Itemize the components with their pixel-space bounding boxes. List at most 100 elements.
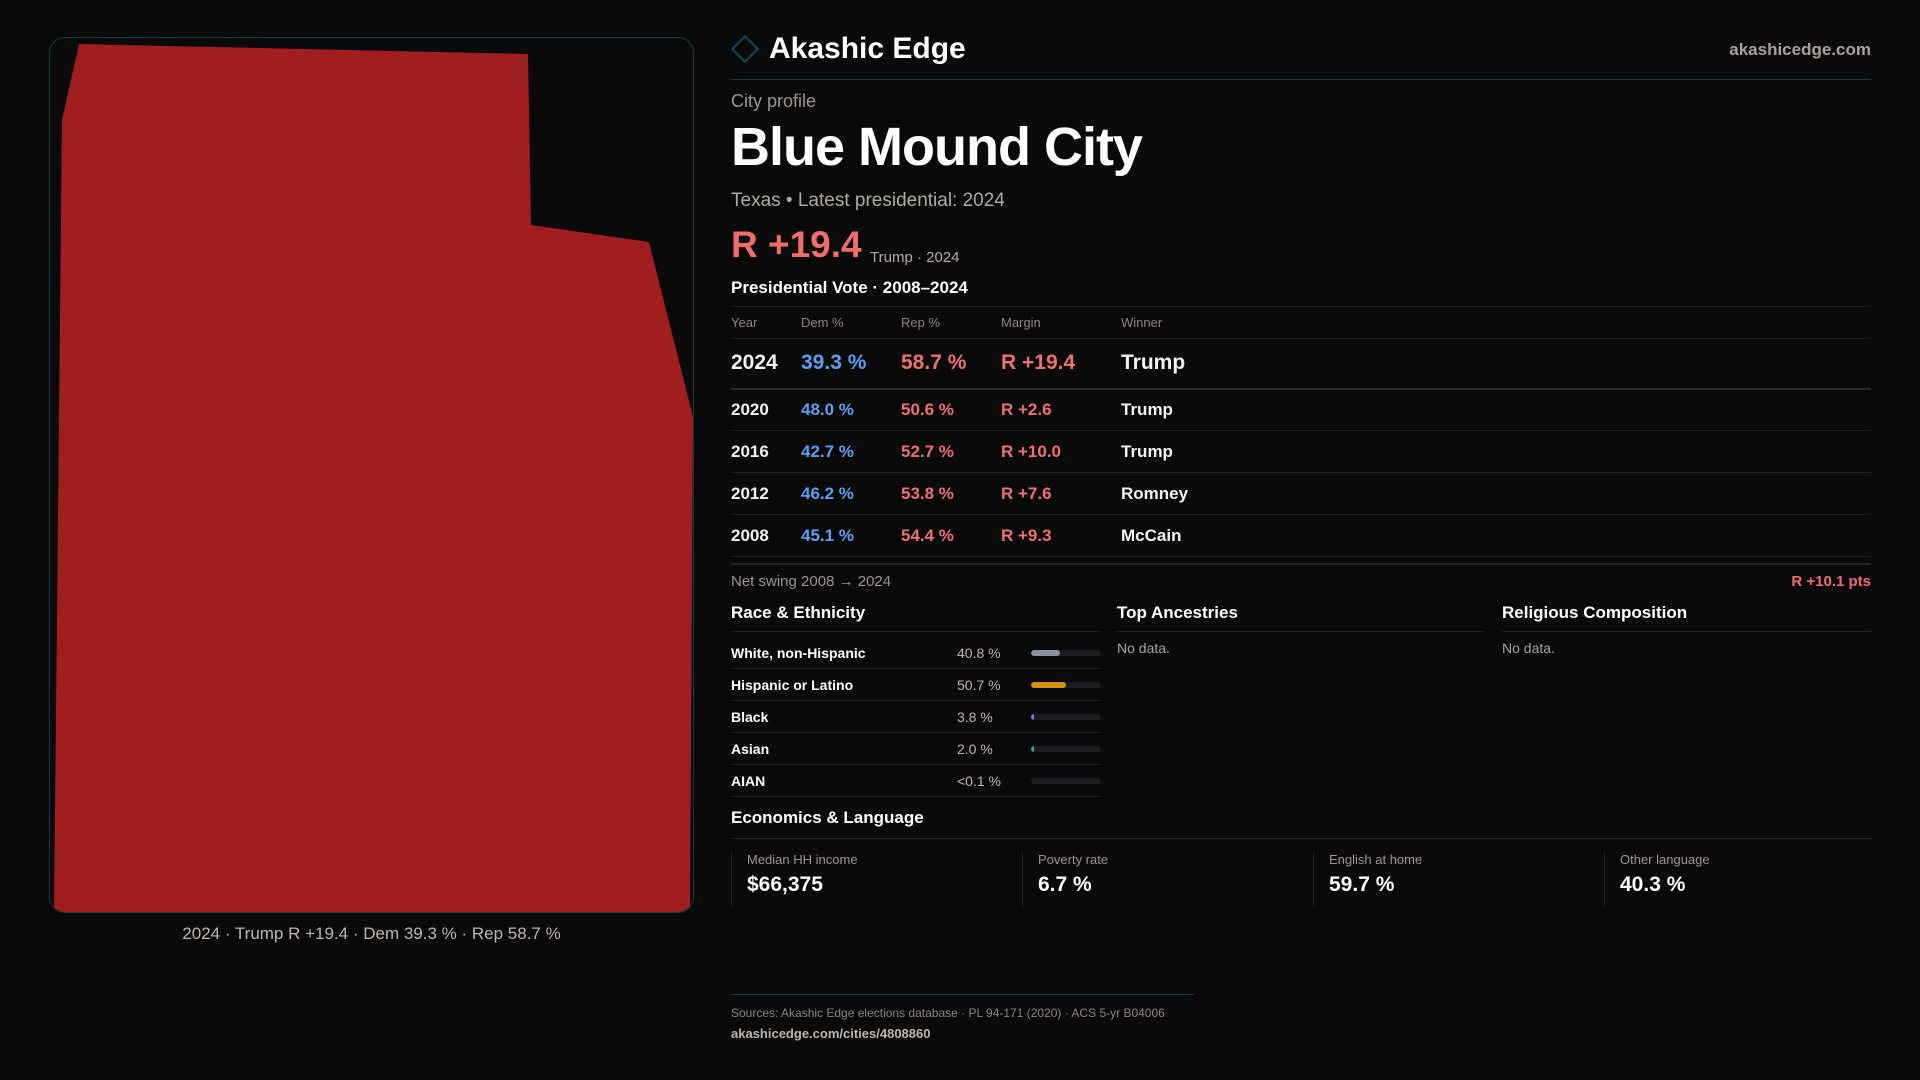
cell-rep: 53.8 %	[901, 472, 1001, 515]
map-caption: 2024 · Trump R +19.4 · Dem 39.3 % · Rep …	[182, 924, 561, 943]
cell-winner: Trump	[1121, 430, 1871, 473]
col-margin: Margin	[1001, 306, 1121, 339]
brand-logo[interactable]: Akashic Edge	[730, 32, 1871, 66]
cell-dem: 48.0 %	[801, 388, 901, 431]
religion-empty: No data.	[1502, 640, 1555, 656]
race-row: Asian 2.0 %	[731, 733, 1101, 765]
race-bar	[1031, 745, 1101, 752]
cell-year: 2008	[731, 514, 801, 557]
table-row: 2024 39.3 % 58.7 % R +19.4 Trump	[731, 338, 1871, 390]
stat-value: 40.3 %	[1620, 873, 1686, 896]
ancestries-empty: No data.	[1117, 640, 1170, 656]
cell-year: 2020	[731, 388, 801, 431]
cell-margin: R +2.6	[1001, 388, 1121, 431]
cell-dem: 42.7 %	[801, 430, 901, 473]
economics-divider	[731, 838, 1871, 839]
stat-card: English at home 59.7 %	[1313, 852, 1604, 907]
race-label: Black	[731, 708, 769, 725]
latest-margin-note: Trump · 2024	[870, 249, 960, 266]
race-pct: 2.0 %	[957, 740, 993, 757]
race-pct: <0.1 %	[957, 772, 1001, 789]
cell-dem: 46.2 %	[801, 472, 901, 515]
race-bar	[1031, 713, 1101, 720]
race-list: White, non-Hispanic 40.8 % Hispanic or Lat…	[731, 637, 1101, 797]
diamond-icon	[730, 34, 760, 64]
race-bar	[1031, 649, 1101, 656]
race-label: Asian	[731, 740, 770, 757]
race-label: White, non-Hispanic	[731, 644, 866, 661]
race-pct: 50.7 %	[957, 676, 1001, 693]
cell-rep: 52.7 %	[901, 430, 1001, 473]
sources-text: Sources: Akashic Edge elections database…	[731, 1006, 1165, 1020]
cell-rep: 50.6 %	[901, 388, 1001, 431]
economics-title: Economics & Language	[731, 808, 924, 827]
race-pct: 3.8 %	[957, 708, 993, 725]
page-subtitle: Texas • Latest presidential: 2024	[731, 190, 1005, 211]
stat-label: Other language	[1620, 852, 1710, 867]
footer-divider	[731, 994, 1194, 995]
swing-divider	[731, 563, 1871, 565]
cell-dem: 45.1 %	[801, 514, 901, 557]
table-row: 2020 48.0 % 50.6 % R +2.6 Trump	[731, 388, 1871, 431]
col-year: Year	[731, 306, 801, 339]
race-row: Hispanic or Latino 50.7 %	[731, 669, 1101, 701]
net-swing-value: R +10.1 pts	[1791, 573, 1871, 590]
stat-label: English at home	[1329, 852, 1423, 867]
site-link[interactable]: akashicedge.com	[1729, 40, 1871, 59]
stat-value: 59.7 %	[1329, 873, 1395, 896]
city-map	[49, 37, 694, 913]
latest-margin: R +19.4	[731, 224, 862, 265]
presidential-vote-title: Presidential Vote · 2008–2024	[731, 278, 968, 297]
brand-name: Akashic Edge	[769, 32, 966, 65]
race-bar-fill	[1031, 745, 1034, 752]
cell-winner: Trump	[1121, 388, 1871, 431]
col-dem: Dem %	[801, 306, 901, 339]
cell-margin: R +10.0	[1001, 430, 1121, 473]
race-row: Black 3.8 %	[731, 701, 1101, 733]
col-rep: Rep %	[901, 306, 1001, 339]
city-boundary-shape	[54, 44, 693, 912]
religion-title: Religious Composition	[1502, 603, 1871, 632]
race-bar	[1031, 681, 1101, 688]
cell-year: 2016	[731, 430, 801, 473]
race-bar-fill	[1031, 649, 1060, 656]
stat-label: Median HH income	[747, 852, 858, 867]
header-divider	[731, 79, 1871, 80]
cell-margin: R +19.4	[1001, 338, 1121, 390]
cell-margin: R +9.3	[1001, 514, 1121, 557]
cell-rep: 58.7 %	[901, 338, 1001, 390]
cell-dem: 39.3 %	[801, 338, 901, 390]
table-row: 2008 45.1 % 54.4 % R +9.3 McCain	[731, 514, 1871, 557]
race-title: Race & Ethnicity	[731, 603, 1101, 632]
page-url[interactable]: akashicedge.com/cities/4808860	[731, 1026, 931, 1041]
race-bar-fill	[1031, 713, 1034, 720]
cell-winner: Trump	[1121, 338, 1871, 390]
stat-value: $66,375	[747, 873, 823, 896]
stat-value: 6.7 %	[1038, 873, 1092, 896]
race-bar-fill	[1031, 681, 1067, 688]
race-label: AIAN	[731, 772, 766, 789]
cell-year: 2012	[731, 472, 801, 515]
presidential-table: Year Dem % Rep % Margin Winner 2024 39.3 …	[731, 306, 1871, 557]
page-title: Blue Mound City	[731, 117, 1143, 177]
page-kicker: City profile	[731, 91, 817, 111]
cell-winner: Romney	[1121, 472, 1871, 515]
cell-winner: McCain	[1121, 514, 1871, 557]
table-row: 2012 46.2 % 53.8 % R +7.6 Romney	[731, 472, 1871, 515]
stat-card: Poverty rate 6.7 %	[1022, 852, 1313, 907]
net-swing-label: Net swing 2008 → 2024	[731, 573, 892, 590]
cell-margin: R +7.6	[1001, 472, 1121, 515]
ancestries-title: Top Ancestries	[1117, 603, 1484, 632]
race-label: Hispanic or Latino	[731, 676, 854, 693]
col-winner: Winner	[1121, 306, 1871, 339]
cell-rep: 54.4 %	[901, 514, 1001, 557]
stat-card: Other language 40.3 %	[1604, 852, 1895, 907]
race-row: White, non-Hispanic 40.8 %	[731, 637, 1101, 669]
table-row: 2016 42.7 % 52.7 % R +10.0 Trump	[731, 430, 1871, 473]
stat-label: Poverty rate	[1038, 852, 1109, 867]
race-pct: 40.8 %	[957, 644, 1001, 661]
cell-year: 2024	[731, 338, 801, 390]
stat-card: Median HH income $66,375	[731, 852, 1022, 907]
race-row: AIAN <0.1 %	[731, 765, 1101, 797]
race-bar	[1031, 777, 1101, 784]
